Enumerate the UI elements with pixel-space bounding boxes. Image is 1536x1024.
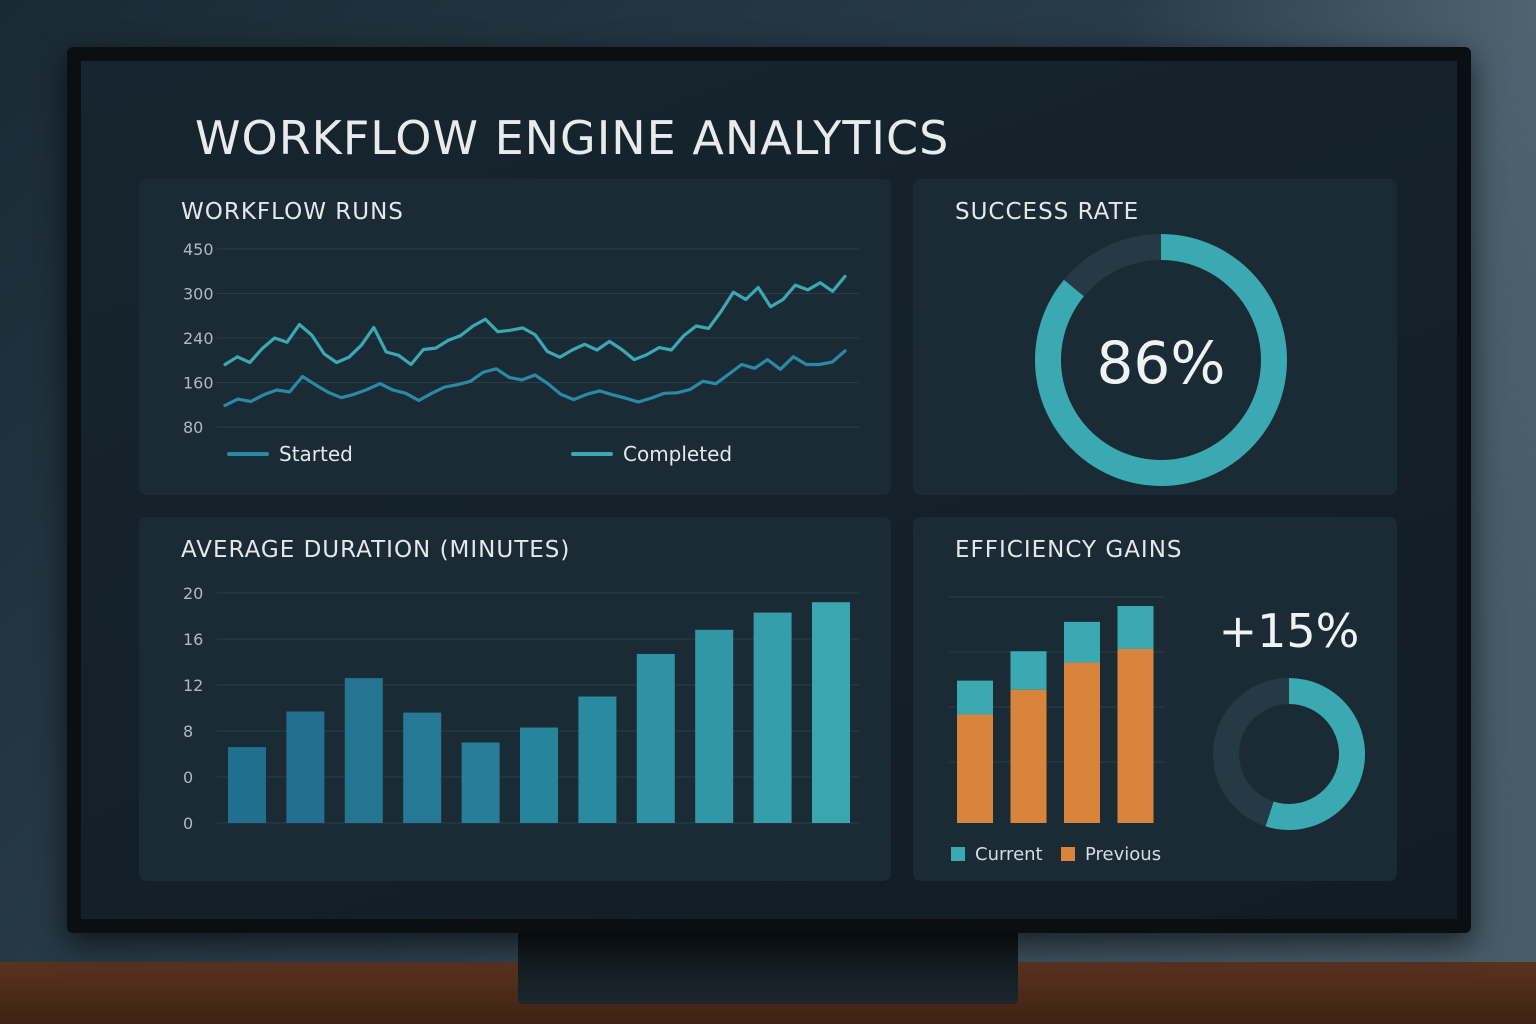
- duration-bar: [403, 712, 442, 823]
- success-rate-slice: [1063, 234, 1161, 297]
- efficiency-gains-title: EFFICIENCY GAINS: [955, 537, 1183, 563]
- dashboard-screen: WORKFLOW ENGINE ANALYTICS WORKFLOW RUNS …: [81, 61, 1457, 919]
- y-tick-label: 450: [183, 240, 214, 259]
- current-bar: [1010, 651, 1047, 690]
- legend-swatch-current: [951, 847, 965, 861]
- duration-bar: [286, 711, 325, 823]
- y-tick-label: 8: [183, 722, 193, 741]
- efficiency-delta-value: +15%: [1219, 604, 1360, 658]
- current-bar: [1064, 621, 1100, 663]
- legend-label-completed: Completed: [623, 442, 732, 466]
- duration-bar: [461, 742, 500, 823]
- y-tick-label: 0: [183, 814, 193, 833]
- duration-bar: [812, 602, 850, 823]
- duration-bar: [228, 747, 266, 823]
- previous-bar: [1010, 689, 1047, 823]
- series-line-started: [223, 349, 847, 407]
- previous-bar: [1064, 662, 1100, 823]
- legend-label-previous: Previous: [1085, 844, 1161, 865]
- workflow-runs-panel: WORKFLOW RUNS 450 300 240 160 80 Started Compl…: [139, 179, 891, 495]
- tv-stand: [518, 930, 1018, 1004]
- workflow-runs-title: WORKFLOW RUNS: [181, 199, 404, 225]
- efficiency-ring-slice: [1213, 678, 1289, 827]
- success-rate-chart: 86%: [1035, 234, 1287, 486]
- legend-swatch-previous: [1061, 847, 1075, 861]
- y-tick-label: 20: [183, 584, 203, 603]
- y-tick-label: 300: [183, 285, 214, 304]
- duration-bar: [520, 727, 558, 823]
- efficiency-gains-panel: EFFICIENCY GAINS +15% Current Previous: [913, 517, 1397, 881]
- y-tick-label: 160: [183, 374, 214, 393]
- current-bar: [957, 680, 993, 715]
- success-rate-panel: SUCCESS RATE 86%: [913, 179, 1397, 495]
- duration-bar: [344, 678, 383, 823]
- average-duration-panel: AVERAGE DURATION (MINUTES) 20 16 12 8 0 0: [139, 517, 891, 881]
- duration-bar: [636, 653, 675, 823]
- tv-monitor: WORKFLOW ENGINE ANALYTICS WORKFLOW RUNS …: [67, 47, 1471, 933]
- y-tick-label: 80: [183, 418, 203, 437]
- dashboard-title: WORKFLOW ENGINE ANALYTICS: [195, 111, 950, 165]
- average-duration-chart: 20 16 12 8 0 0: [183, 584, 859, 833]
- efficiency-ring-slice: [1265, 678, 1365, 830]
- success-rate-value: 86%: [1097, 329, 1226, 397]
- y-tick-label: 0: [183, 768, 193, 787]
- average-duration-title: AVERAGE DURATION (MINUTES): [181, 537, 571, 563]
- y-tick-label: 16: [183, 630, 203, 649]
- duration-bar: [578, 696, 617, 823]
- duration-bar: [753, 612, 792, 823]
- previous-bar: [1117, 648, 1154, 823]
- workflow-runs-chart: 450 300 240 160 80 Started Completed: [183, 240, 859, 466]
- y-tick-label: 12: [183, 676, 203, 695]
- previous-bar: [957, 714, 993, 823]
- success-rate-title: SUCCESS RATE: [955, 199, 1140, 225]
- y-tick-label: 240: [183, 329, 214, 348]
- legend-label-current: Current: [975, 844, 1043, 865]
- current-bar: [1117, 606, 1154, 649]
- legend-label-started: Started: [279, 442, 353, 466]
- series-line-completed: [223, 274, 847, 367]
- duration-bar: [695, 629, 734, 823]
- efficiency-gains-chart: +15% Current Previous: [949, 596, 1365, 865]
